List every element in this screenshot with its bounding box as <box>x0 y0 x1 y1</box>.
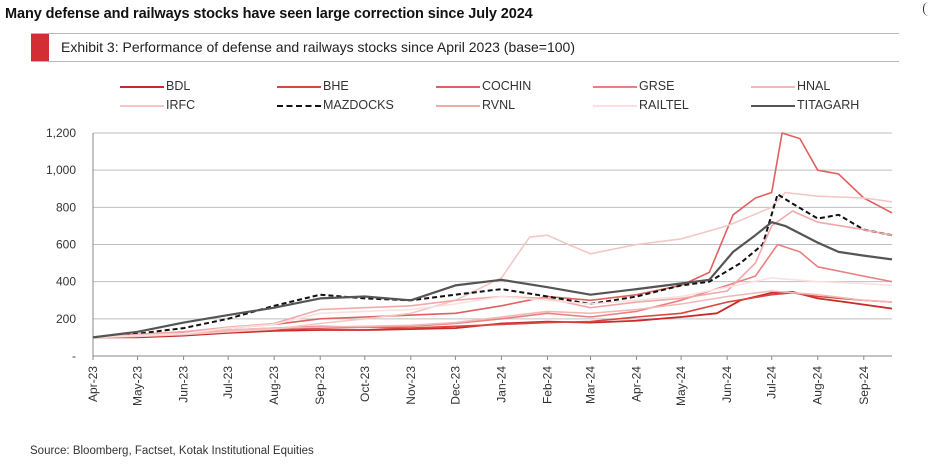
legend-swatch <box>436 86 480 88</box>
x-tick-label: Jan-24 <box>494 366 508 403</box>
legend-swatch <box>120 105 164 107</box>
series-line-hnal <box>92 290 893 339</box>
x-tick-label: Jul-23 <box>221 366 235 399</box>
series-line-cochin <box>92 132 893 339</box>
x-tick-label: Mar-24 <box>584 366 598 404</box>
y-tick-label: 600 <box>56 238 76 252</box>
legend-label: TITAGARH <box>797 98 860 112</box>
legend-label: MAZDOCKS <box>323 98 394 112</box>
x-tick-label: Nov-23 <box>404 366 418 405</box>
source-note: Source: Bloomberg, Factset, Kotak Instit… <box>30 445 314 457</box>
legend-swatch <box>593 105 637 107</box>
x-tick-label: Sep-24 <box>857 366 871 405</box>
x-tick-label: Feb-24 <box>540 366 554 404</box>
legend-swatch <box>593 86 637 88</box>
y-tick-label: 1,200 <box>46 126 76 140</box>
y-tick-label: - <box>72 349 76 363</box>
series-line-rvnl <box>92 210 893 339</box>
x-tick-label: Dec-23 <box>448 366 462 405</box>
y-tick-label: 400 <box>56 275 76 289</box>
exhibit-marker-icon <box>31 34 49 61</box>
corner-bracket <box>923 2 930 16</box>
x-tick-label: Aug-24 <box>811 366 825 405</box>
x-tick-label: Oct-23 <box>358 366 372 402</box>
series-line-irfc <box>92 191 893 339</box>
x-tick-label: May-23 <box>131 366 145 406</box>
legend-label: GRSE <box>639 79 675 93</box>
series-line-mazdocks <box>92 193 893 339</box>
axes: - 200 400 600 800 1,000 1,200 Apr-23 May-23 Jun-2… <box>46 126 892 406</box>
y-tick-label: 1,000 <box>46 163 76 177</box>
chart-legend: BDL BHE COCHIN GRSE HNAL IRFC MAZDOCKS RVNL RAIL… <box>120 79 900 119</box>
legend-swatch <box>436 105 480 107</box>
x-tick-label: Jun-24 <box>720 366 734 403</box>
x-tick-label: Apr-23 <box>86 366 100 402</box>
legend-swatch <box>277 105 321 107</box>
legend-swatch <box>120 86 164 88</box>
legend-swatch <box>751 86 795 88</box>
x-tick-label: Aug-23 <box>267 366 281 405</box>
series-line-railtel <box>92 277 893 339</box>
x-tick-label: May-24 <box>674 366 688 406</box>
x-tick-label: Sep-23 <box>313 366 327 405</box>
x-tick-label: Jun-23 <box>177 366 191 403</box>
legend-label: RVNL <box>482 98 516 112</box>
chart-headline: Many defense and railways stocks have se… <box>5 6 533 22</box>
legend-label: BDL <box>166 79 191 93</box>
legend-label: RAILTEL <box>639 98 689 112</box>
exhibit-title: Exhibit 3: Performance of defense and ra… <box>61 39 576 55</box>
exhibit-header: Exhibit 3: Performance of defense and ra… <box>31 33 899 62</box>
series-line-titagarh <box>92 221 893 339</box>
legend-label: HNAL <box>797 79 831 93</box>
legend-swatch <box>751 105 795 107</box>
legend-label: COCHIN <box>482 79 532 93</box>
legend-swatch <box>277 86 321 88</box>
legend-label: IRFC <box>166 98 196 112</box>
y-tick-label: 200 <box>56 312 76 326</box>
y-tick-label: 800 <box>56 200 76 214</box>
legend-label: BHE <box>323 79 349 93</box>
x-tick-label: Jul-24 <box>765 366 779 399</box>
series-lines <box>92 132 893 339</box>
x-tick-label: Apr-24 <box>630 366 644 402</box>
